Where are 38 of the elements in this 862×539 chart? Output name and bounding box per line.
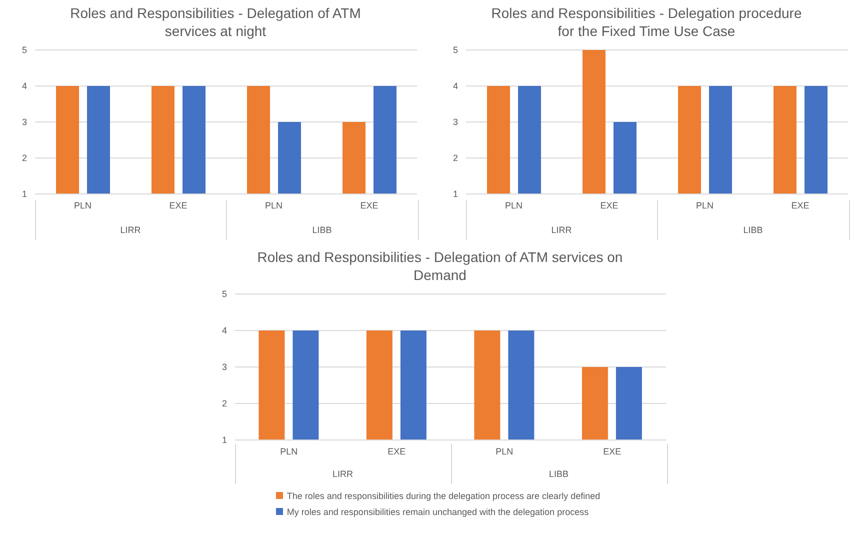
y-tick-label: 1 <box>452 189 458 200</box>
x-tick-label: EXE <box>600 200 618 210</box>
y-tick-label: 5 <box>22 45 27 56</box>
x-tick-label: PLN <box>74 200 92 210</box>
y-tick-label: 3 <box>22 117 27 128</box>
text: LIBB <box>743 225 763 235</box>
y-tick-label: 4 <box>452 81 458 92</box>
y-tick-label: 2 <box>22 153 27 164</box>
y-tick-label: 3 <box>222 362 227 372</box>
x-tick-label: EXE <box>169 200 188 210</box>
x-tick-label: PLN <box>280 446 298 456</box>
legend-label: My roles and responsibilities remain unchanged with the delegation process <box>286 506 590 519</box>
text: LIBB <box>548 469 568 479</box>
chart-title: Roles and Responsibilities - Delegation of ATM services at night <box>69 4 362 41</box>
text: LIRR <box>332 469 353 479</box>
chart-title: Roles and Responsibilities - Delegation of ATM services on Demand <box>256 248 624 285</box>
chart-title: Roles and Responsibilities - Delegation procedure for the Fixed Time Use Case <box>490 4 803 41</box>
y-tick-label: 2 <box>222 398 227 409</box>
text: LIRR <box>551 225 572 235</box>
x-tick-label: EXE <box>388 446 406 456</box>
y-tick-label: 5 <box>452 45 458 56</box>
y-tick-label: 2 <box>452 153 458 164</box>
y-tick-label: 3 <box>452 117 458 128</box>
text: LIBB <box>312 225 332 235</box>
y-tick-label: 5 <box>222 289 227 300</box>
x-tick-label: PLN <box>496 446 514 456</box>
text: LIRR <box>120 225 141 235</box>
x-tick-label: PLN <box>264 200 283 210</box>
x-tick-label: PLN <box>504 200 523 210</box>
y-tick-label: 4 <box>22 81 27 92</box>
x-tick-label: PLN <box>696 200 714 210</box>
x-tick-label: EXE <box>603 446 622 456</box>
y-tick-label: 4 <box>222 326 227 336</box>
y-tick-label: 1 <box>222 435 227 446</box>
legend-label: The roles and responsibilities during the delegation process are clearly defined <box>286 490 600 503</box>
x-tick-label: EXE <box>360 200 378 210</box>
y-tick-label: 1 <box>22 189 27 200</box>
x-tick-label: EXE <box>791 200 810 210</box>
